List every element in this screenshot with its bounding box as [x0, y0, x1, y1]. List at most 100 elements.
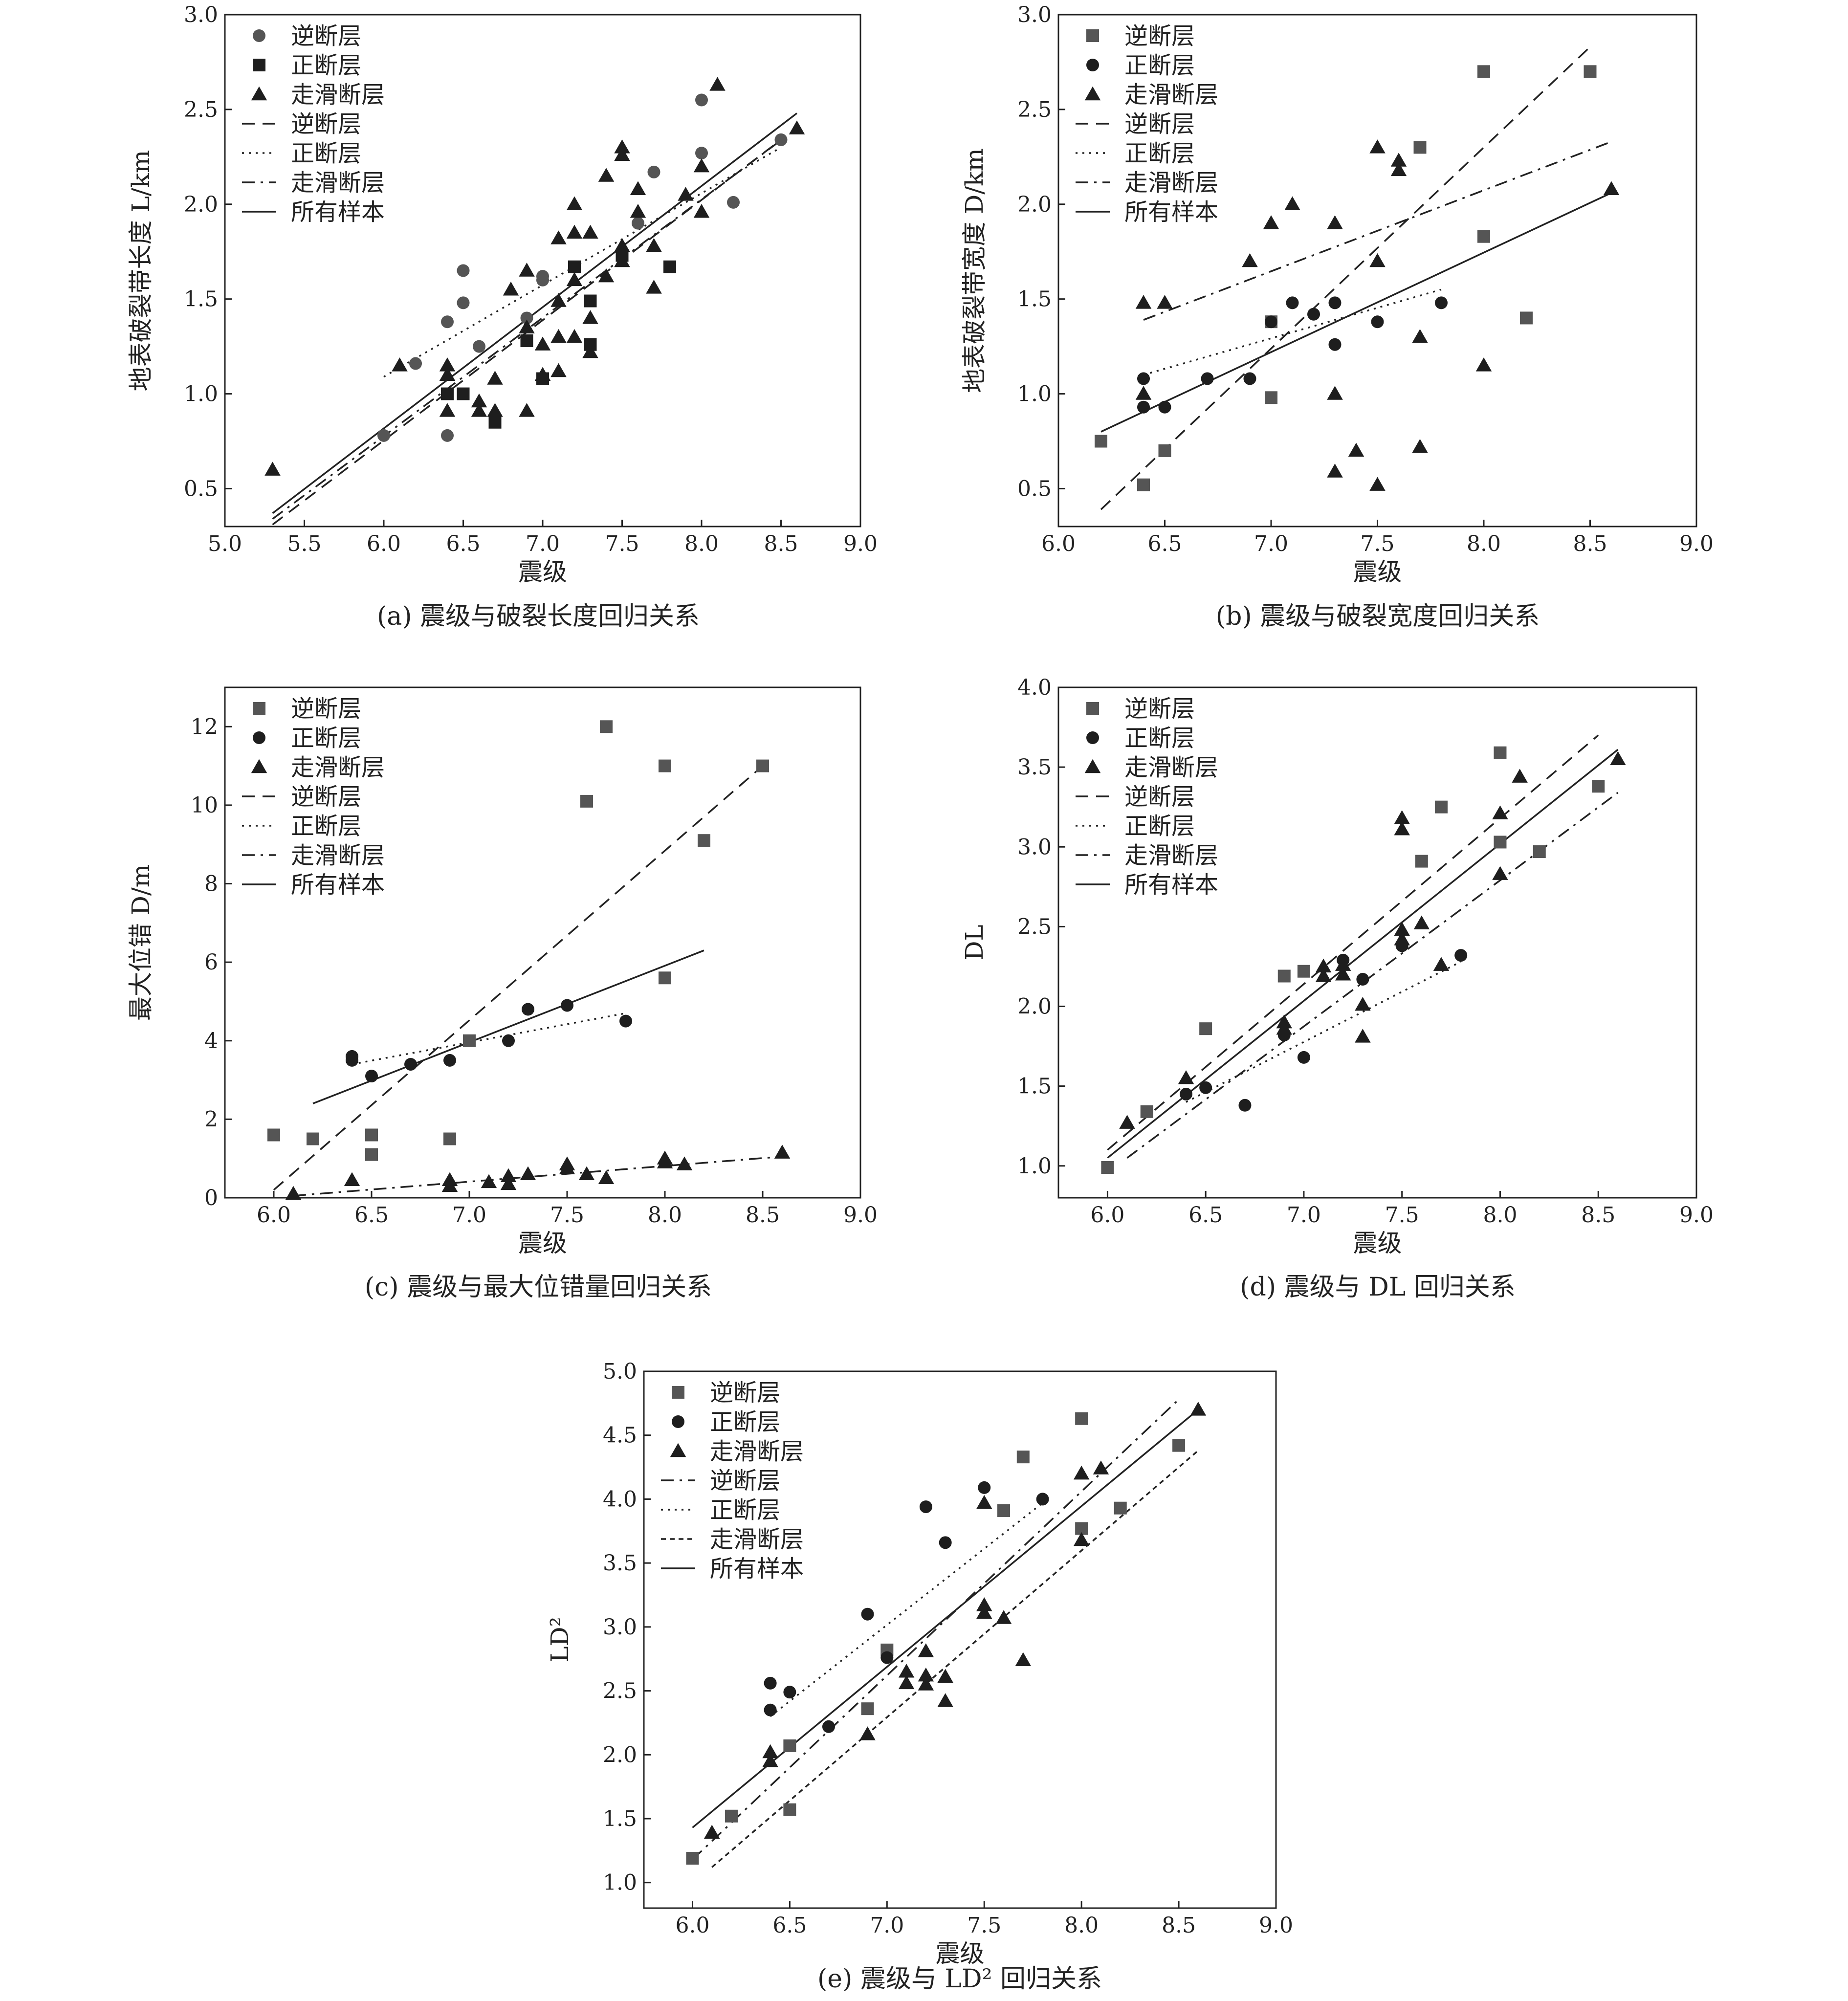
data-point-square	[267, 1128, 280, 1142]
data-point-circle	[1371, 315, 1384, 329]
data-point-circle	[1243, 372, 1256, 385]
data-point-triangle	[1394, 931, 1410, 946]
data-point-square	[600, 720, 613, 733]
legend-marker-square	[1086, 29, 1099, 42]
data-point-square	[861, 1702, 874, 1715]
data-point-triangle	[344, 1172, 360, 1187]
fit-line-dotted	[383, 146, 782, 378]
y-axis-label: 最大位错 D/m	[127, 864, 155, 1021]
data-point-triangle	[598, 1170, 615, 1185]
data-point-circle	[522, 1003, 534, 1016]
x-tick-label: 6.0	[1090, 1203, 1124, 1228]
legend-label: 正断层	[1124, 140, 1195, 167]
data-point-square	[1413, 141, 1427, 154]
y-tick-label: 1.0	[603, 1870, 637, 1895]
data-point-triangle	[1119, 1115, 1135, 1129]
x-tick-label: 7.5	[605, 531, 639, 556]
data-point-triangle	[566, 196, 583, 210]
data-point-circle	[783, 1686, 796, 1699]
x-tick-label: 7.5	[967, 1913, 1001, 1938]
data-point-triangle	[937, 1693, 953, 1707]
data-point-square	[783, 1803, 796, 1816]
x-tick-label: 8.0	[1483, 1203, 1517, 1228]
data-point-triangle	[1348, 442, 1364, 457]
chart-panel-d: 6.0 6.5 7.0 7.5 8.0 8.5 9.0 1.0 1.5 2.0 2.5 3.0 3.5 4…	[960, 675, 1714, 1302]
x-tick-label: 8.5	[764, 531, 798, 556]
y-tick-label: 1.5	[1017, 287, 1052, 312]
y-tick-label: 4.0	[603, 1487, 637, 1512]
data-point-triangle	[566, 329, 583, 343]
data-point-circle	[536, 270, 549, 283]
data-point-triangle	[1135, 386, 1152, 400]
data-point-triangle	[1610, 751, 1626, 765]
x-axis-label: 震级	[1353, 558, 1402, 586]
data-point-square	[1265, 391, 1277, 404]
plot-frame	[1057, 686, 1697, 1199]
data-point-circle	[1201, 372, 1214, 385]
y-tick-label: 10	[191, 793, 218, 818]
data-point-square	[1477, 230, 1490, 243]
data-point-triangle	[582, 344, 598, 358]
legend-label: 走滑断层	[1124, 754, 1218, 781]
data-point-triangle	[550, 363, 567, 377]
y-tick-label: 0	[204, 1186, 218, 1210]
y-tick-label: 12	[191, 714, 218, 739]
data-point-square	[1520, 311, 1533, 325]
data-point-triangle	[1394, 922, 1410, 936]
data-point-triangle	[500, 1176, 517, 1190]
legend-label: 正断层	[1124, 725, 1195, 752]
data-point-triangle	[918, 1667, 934, 1682]
data-point-triangle	[1276, 1020, 1293, 1035]
legend-marker-triangle	[1084, 86, 1101, 101]
data-point-triangle	[918, 1643, 934, 1657]
data-point-circle	[1435, 296, 1448, 309]
data-point-triangle	[614, 238, 630, 252]
fit-line-dashdot	[1126, 792, 1619, 1159]
data-point-square	[365, 1128, 378, 1142]
data-point-circle	[632, 217, 644, 230]
data-point-square	[580, 794, 593, 808]
legend-label: 走滑断层	[291, 754, 385, 781]
y-tick-label: 3.0	[603, 1615, 637, 1640]
data-point-triangle	[614, 139, 630, 154]
y-tick-label: 3.5	[603, 1551, 637, 1576]
data-point-square	[1101, 1161, 1114, 1174]
data-point-triangle	[1327, 215, 1343, 229]
legend-label: 所有样本	[291, 198, 385, 226]
x-axis-label: 震级	[936, 1939, 985, 1968]
legend-marker-triangle	[251, 759, 267, 773]
data-point-square	[1158, 444, 1171, 457]
x-tick-label: 7.0	[1254, 531, 1288, 556]
data-point-triangle	[550, 293, 567, 307]
data-point-triangle	[500, 1168, 517, 1183]
data-point-square	[463, 1034, 476, 1047]
y-axis-label: 地表破裂带长度 L/km	[127, 150, 155, 392]
y-axis-label: 地表破裂带宽度 D/km	[960, 148, 989, 393]
data-point-square	[1016, 1451, 1030, 1464]
data-point-triangle	[481, 1174, 497, 1188]
data-point-circle	[822, 1720, 835, 1733]
data-point-circle	[457, 296, 470, 309]
y-tick-label: 4	[204, 1029, 218, 1054]
data-point-circle	[1238, 1099, 1252, 1112]
fit-line-densedash	[711, 1450, 1199, 1868]
data-point-triangle	[519, 319, 535, 334]
data-point-circle	[1265, 315, 1277, 329]
y-tick-label: 3.0	[1017, 2, 1052, 27]
legend-label: 正断层	[291, 725, 361, 752]
x-tick-label: 5.0	[208, 531, 242, 556]
fit-line-solid	[1100, 192, 1612, 433]
data-point-triangle	[471, 393, 487, 408]
chart-panel-c: 6.0 6.5 7.0 7.5 8.0 8.5 9.0 0 2 4 6 8 10 12 震级 最大位错 D/m…	[127, 686, 878, 1302]
data-point-triangle	[1327, 463, 1343, 478]
data-point-square	[1277, 969, 1291, 983]
data-point-triangle	[1475, 357, 1492, 372]
y-tick-label: 4.5	[603, 1423, 637, 1448]
data-point-triangle	[1157, 295, 1173, 309]
data-point-triangle	[264, 462, 281, 476]
data-point-circle	[365, 1070, 378, 1083]
data-point-triangle	[976, 1605, 992, 1619]
y-tick-label: 0.5	[184, 476, 218, 501]
y-axis-label: LD²	[546, 1617, 574, 1662]
x-axis-label: 震级	[518, 1229, 567, 1257]
